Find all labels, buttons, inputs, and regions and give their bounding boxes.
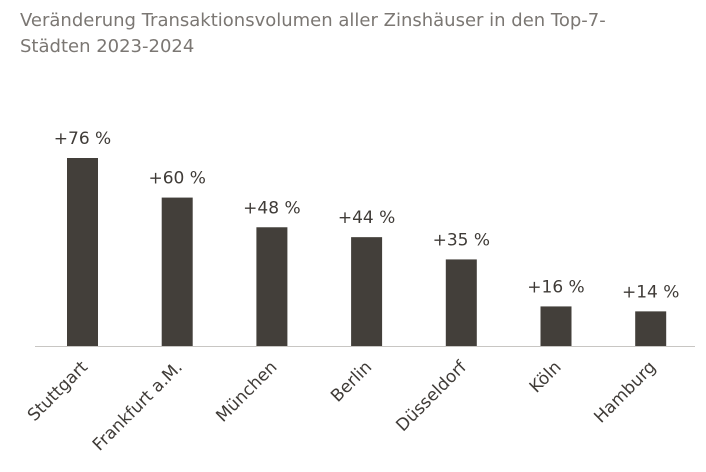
- bar: [161, 197, 193, 346]
- data-label: +16 %: [527, 277, 584, 297]
- bar: [351, 237, 383, 346]
- x-tick-label: Hamburg: [590, 357, 660, 427]
- data-label: +35 %: [433, 230, 490, 250]
- x-tick-label: Köln: [526, 357, 566, 397]
- data-label: +60 %: [148, 169, 205, 189]
- bar: [445, 259, 477, 346]
- x-tick-label: München: [212, 357, 281, 426]
- chart-title: Veränderung Transaktionsvolumen aller Zi…: [20, 10, 606, 57]
- x-tick-label: Frankfurt a.M.: [89, 357, 187, 455]
- bar: [67, 158, 98, 346]
- x-tick-label: Stuttgart: [24, 357, 92, 425]
- data-label: +14 %: [622, 282, 679, 302]
- x-tick-label: Berlin: [327, 357, 376, 406]
- bar: [635, 311, 667, 346]
- data-label: +76 %: [54, 129, 111, 149]
- data-label: +44 %: [338, 208, 395, 228]
- data-label: +48 %: [243, 198, 300, 218]
- bar: [256, 227, 288, 346]
- bar: [540, 306, 572, 346]
- x-tick-label: Düsseldorf: [392, 357, 471, 436]
